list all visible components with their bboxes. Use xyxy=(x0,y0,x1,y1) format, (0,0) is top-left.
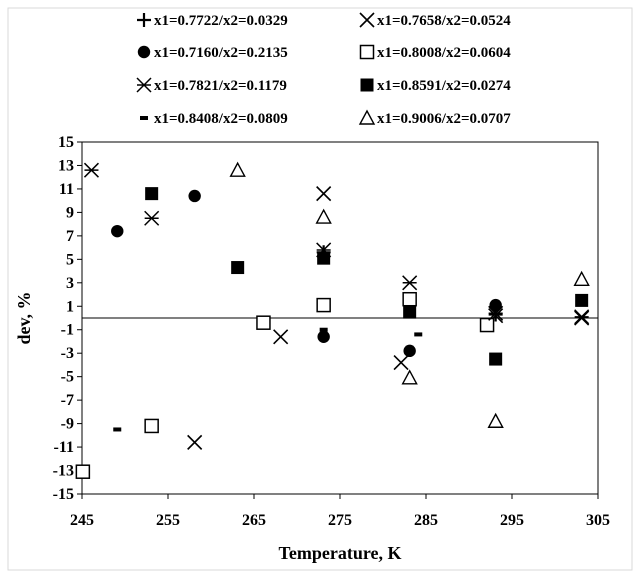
legend-item: x1=0.7160/x2=0.2135 xyxy=(137,45,288,61)
data-point xyxy=(401,369,418,385)
data-point xyxy=(574,310,590,326)
data-point xyxy=(479,317,495,333)
data-point xyxy=(229,161,246,177)
chart-border xyxy=(7,7,633,571)
x-tick-label: 295 xyxy=(500,512,524,529)
data-point xyxy=(75,464,91,479)
legend-label: x1=0.8591/x2=0.0274 xyxy=(377,78,511,94)
legend-marker xyxy=(136,77,152,93)
x-tick-label: 275 xyxy=(328,512,352,529)
data-point xyxy=(487,412,504,428)
x-tick-label: 255 xyxy=(156,512,180,529)
data-point xyxy=(187,434,203,450)
data-point xyxy=(111,224,124,238)
legend-marker xyxy=(359,44,375,60)
data-point xyxy=(574,309,590,325)
y-tick-label: 15 xyxy=(58,134,74,151)
data-point xyxy=(113,427,122,432)
x-axis-title: Temperature, K xyxy=(279,543,402,563)
y-tick-label: 11 xyxy=(59,181,74,198)
legend-item: x1=0.8408/x2=0.0809 xyxy=(140,111,288,127)
legend-marker xyxy=(137,45,151,59)
legend-marker xyxy=(358,109,376,125)
legend-label: x1=0.8408/x2=0.0809 xyxy=(154,111,288,127)
series-5 xyxy=(83,162,590,325)
legend-item: x1=0.7722/x2=0.0329 xyxy=(137,13,288,29)
x-tick-label: 245 xyxy=(70,512,94,529)
series-7 xyxy=(113,327,423,432)
y-tick-label: -9 xyxy=(61,416,74,433)
legend-marker xyxy=(360,78,374,92)
data-point xyxy=(393,355,409,371)
data-point xyxy=(402,291,417,307)
y-tick-label: -1 xyxy=(61,322,74,339)
legend-label: x1=0.7821/x2=0.1179 xyxy=(154,78,287,94)
y-tick-label: -7 xyxy=(61,392,74,409)
y-tick-label: -3 xyxy=(61,345,74,362)
data-point xyxy=(573,270,590,286)
y-tick-label: 7 xyxy=(66,228,74,245)
y-tick-label: 9 xyxy=(66,204,74,221)
legend-label: x1=0.7722/x2=0.0329 xyxy=(154,13,288,29)
data-points xyxy=(75,161,590,479)
data-point xyxy=(488,305,504,321)
series-3 xyxy=(111,189,502,358)
data-point xyxy=(575,293,589,307)
data-point xyxy=(317,251,331,265)
series-2 xyxy=(187,186,590,450)
series-4 xyxy=(75,291,495,479)
legend-label: x1=0.9006/x2=0.0707 xyxy=(377,111,511,127)
data-point xyxy=(273,329,289,345)
data-point xyxy=(145,187,159,201)
y-axis-ticks: 15 13 11 9 7 5 3 1 -1 -3 -5 -7 -9 -11 -13 -15 xyxy=(53,134,82,503)
x-tick-label: 305 xyxy=(586,512,610,529)
data-point xyxy=(317,330,330,343)
legend-item: x1=0.8008/x2=0.0604 xyxy=(359,44,511,61)
data-point xyxy=(316,297,331,313)
y-tick-label: 1 xyxy=(66,298,74,315)
legend-marker xyxy=(137,13,151,27)
legend-label: x1=0.7658/x2=0.0524 xyxy=(377,13,511,29)
data-point xyxy=(231,261,245,275)
y-tick-label: -11 xyxy=(54,439,74,456)
x-tick-label: 265 xyxy=(242,512,266,529)
data-point xyxy=(489,352,503,366)
series-8 xyxy=(229,161,590,428)
data-point xyxy=(319,327,328,332)
data-point xyxy=(402,275,418,291)
y-tick-label: 5 xyxy=(66,251,74,268)
legend-marker xyxy=(359,12,375,28)
legend: x1=0.7722/x2=0.0329 x1=0.7658/x2=0.0524 x1… xyxy=(136,12,511,127)
data-point xyxy=(403,305,417,319)
legend-item: x1=0.8591/x2=0.0274 xyxy=(360,78,511,94)
data-point xyxy=(489,298,502,312)
legend-label: x1=0.8008/x2=0.0604 xyxy=(377,45,511,61)
legend-item: x1=0.9006/x2=0.0707 xyxy=(358,109,511,127)
legend-item: x1=0.7658/x2=0.0524 xyxy=(359,12,511,29)
x-tick-label: 285 xyxy=(414,512,438,529)
y-tick-label: 13 xyxy=(58,157,74,174)
legend-item: x1=0.7821/x2=0.1179 xyxy=(136,77,287,94)
data-point xyxy=(144,210,160,226)
legend-marker xyxy=(140,116,148,120)
data-point xyxy=(144,418,159,434)
data-point xyxy=(414,332,423,337)
data-point xyxy=(403,344,416,358)
y-tick-label: 3 xyxy=(66,275,74,292)
y-tick-label: -5 xyxy=(61,369,74,386)
data-point xyxy=(188,189,201,203)
x-axis-ticks: 245 255 265 275 285 295 305 xyxy=(70,494,610,529)
y-tick-label: -13 xyxy=(53,463,74,480)
data-point xyxy=(256,315,271,330)
y-axis-title: dev, % xyxy=(14,291,34,344)
data-point xyxy=(83,162,99,178)
legend-label: x1=0.7160/x2=0.2135 xyxy=(154,45,288,61)
series-6 xyxy=(145,187,589,366)
data-point xyxy=(316,186,332,202)
data-point xyxy=(315,208,332,224)
y-tick-label: -15 xyxy=(53,486,74,503)
